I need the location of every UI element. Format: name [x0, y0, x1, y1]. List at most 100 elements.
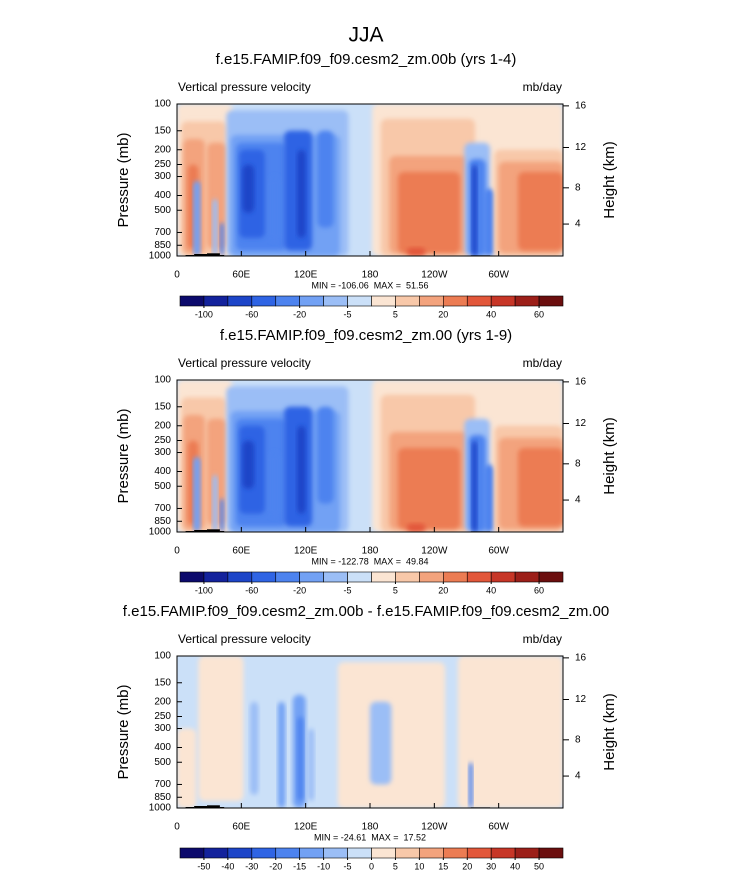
y-axis-title: Pressure (mb): [115, 132, 132, 227]
colorbar-label: 50: [534, 861, 544, 871]
colorbar-label: 5: [393, 309, 398, 319]
colorbar-label: 60: [534, 585, 544, 595]
y-tick-label: 300: [154, 447, 171, 458]
contour-region: [370, 701, 392, 785]
right-label: mb/day: [523, 632, 562, 646]
panel-title: f.e15.FAMIP.f09_f09.cesm2_zm.00b (yrs 1-…: [216, 51, 517, 68]
colorbar-box: [371, 847, 396, 859]
colorbar-label: 40: [486, 309, 496, 319]
x-tick-label: 180: [362, 270, 379, 281]
colorbar-box: [179, 295, 205, 307]
x-tick-label: 120E: [294, 270, 318, 281]
contour-region: [457, 656, 563, 808]
colorbar-box: [203, 295, 229, 307]
colorbar-label: -50: [197, 861, 210, 871]
colorbar-label: -20: [293, 309, 306, 319]
panel: f.e15.FAMIP.f09_f09.cesm2_zm.00b (yrs 1-…: [115, 51, 618, 319]
y2-tick-label: 12: [575, 142, 587, 153]
x-tick-label: 60E: [232, 546, 250, 557]
colorbar-label: -60: [245, 309, 258, 319]
colorbar-box: [419, 847, 444, 859]
colorbar-box: [179, 571, 205, 583]
y2-tick-label: 4: [575, 771, 581, 782]
colorbar-label: 5: [393, 585, 398, 595]
contour-region: [193, 456, 201, 532]
y-tick-label: 400: [154, 466, 171, 477]
y2-tick-label: 4: [575, 219, 581, 230]
topography: [194, 805, 208, 808]
y-axis-title: Pressure (mb): [115, 684, 132, 779]
colorbar-label: 40: [510, 861, 520, 871]
colorbar-box: [490, 295, 516, 307]
stats: MIN = -122.78 MAX = 49.84: [311, 556, 428, 566]
x-tick-label: 120E: [294, 822, 318, 833]
y-tick-label: 1000: [149, 803, 172, 814]
contour-region: [471, 164, 478, 256]
topography: [207, 529, 220, 532]
y-tick-label: 100: [154, 651, 171, 662]
x-tick-label: 60E: [232, 822, 250, 833]
colorbar-label: 60: [534, 309, 544, 319]
y-tick-label: 850: [154, 516, 171, 527]
contour-region: [397, 171, 461, 254]
colorbar-label: -20: [269, 861, 282, 871]
contour-region: [277, 701, 286, 808]
colorbar-label: 5: [393, 861, 398, 871]
colorbar-box: [490, 847, 516, 859]
y-tick-label: 150: [154, 401, 171, 412]
colorbar-box: [443, 847, 468, 859]
y2-axis-title: Height (km): [601, 693, 618, 771]
left-label: Vertical pressure velocity: [178, 356, 311, 370]
x-tick-label: 0: [174, 546, 180, 557]
y-tick-label: 250: [154, 159, 171, 170]
colorbar-box: [347, 571, 372, 583]
colorbar-label: 30: [486, 861, 496, 871]
colorbar-label: -10: [317, 861, 330, 871]
y-tick-label: 100: [154, 375, 171, 386]
colorbar-box: [203, 847, 229, 859]
x-tick-label: 180: [362, 546, 379, 557]
colorbar-label: 20: [438, 585, 448, 595]
colorbar-box: [490, 571, 516, 583]
y-tick-label: 400: [154, 190, 171, 201]
panel-title: f.e15.FAMIP.f09_f09.cesm2_zm.00 (yrs 1-9…: [220, 327, 512, 344]
colorbar-box: [466, 571, 492, 583]
contour-region: [269, 176, 280, 242]
topography: [194, 529, 208, 532]
panel: f.e15.FAMIP.f09_f09.cesm2_zm.00b - f.e15…: [115, 603, 618, 871]
contour-region: [317, 130, 334, 228]
stats: MIN = -24.61 MAX = 17.52: [314, 832, 426, 842]
contour-region: [406, 247, 426, 256]
x-tick-label: 120E: [294, 546, 318, 557]
colorbar-box: [275, 847, 300, 859]
x-tick-label: 60W: [488, 822, 509, 833]
contour-region: [212, 474, 218, 532]
y2-tick-label: 12: [575, 418, 587, 429]
figure-title: JJA: [348, 24, 383, 47]
y-tick-label: 700: [154, 503, 171, 514]
colorbar-box: [251, 847, 277, 859]
x-tick-label: 120W: [421, 270, 448, 281]
y2-axis-title: Height (km): [601, 417, 618, 495]
contour-region: [249, 701, 259, 795]
contour-region: [517, 171, 563, 251]
y-tick-label: 500: [154, 757, 171, 768]
colorbar-label: 15: [438, 861, 448, 871]
right-label: mb/day: [523, 356, 562, 370]
colorbar-label: -30: [245, 861, 258, 871]
colorbar-box: [466, 847, 492, 859]
left-label: Vertical pressure velocity: [178, 632, 311, 646]
contour-region: [242, 164, 255, 213]
y-tick-label: 200: [154, 696, 171, 707]
y-tick-label: 250: [154, 711, 171, 722]
y2-tick-label: 12: [575, 694, 587, 705]
y2-tick-label: 8: [575, 734, 581, 745]
colorbar-box: [466, 295, 492, 307]
colorbar-box: [395, 295, 420, 307]
colorbar-box: [299, 571, 324, 583]
y-tick-label: 150: [154, 125, 171, 136]
colorbar-box: [323, 295, 348, 307]
contour-region: [483, 188, 495, 256]
colorbar-box: [299, 847, 324, 859]
